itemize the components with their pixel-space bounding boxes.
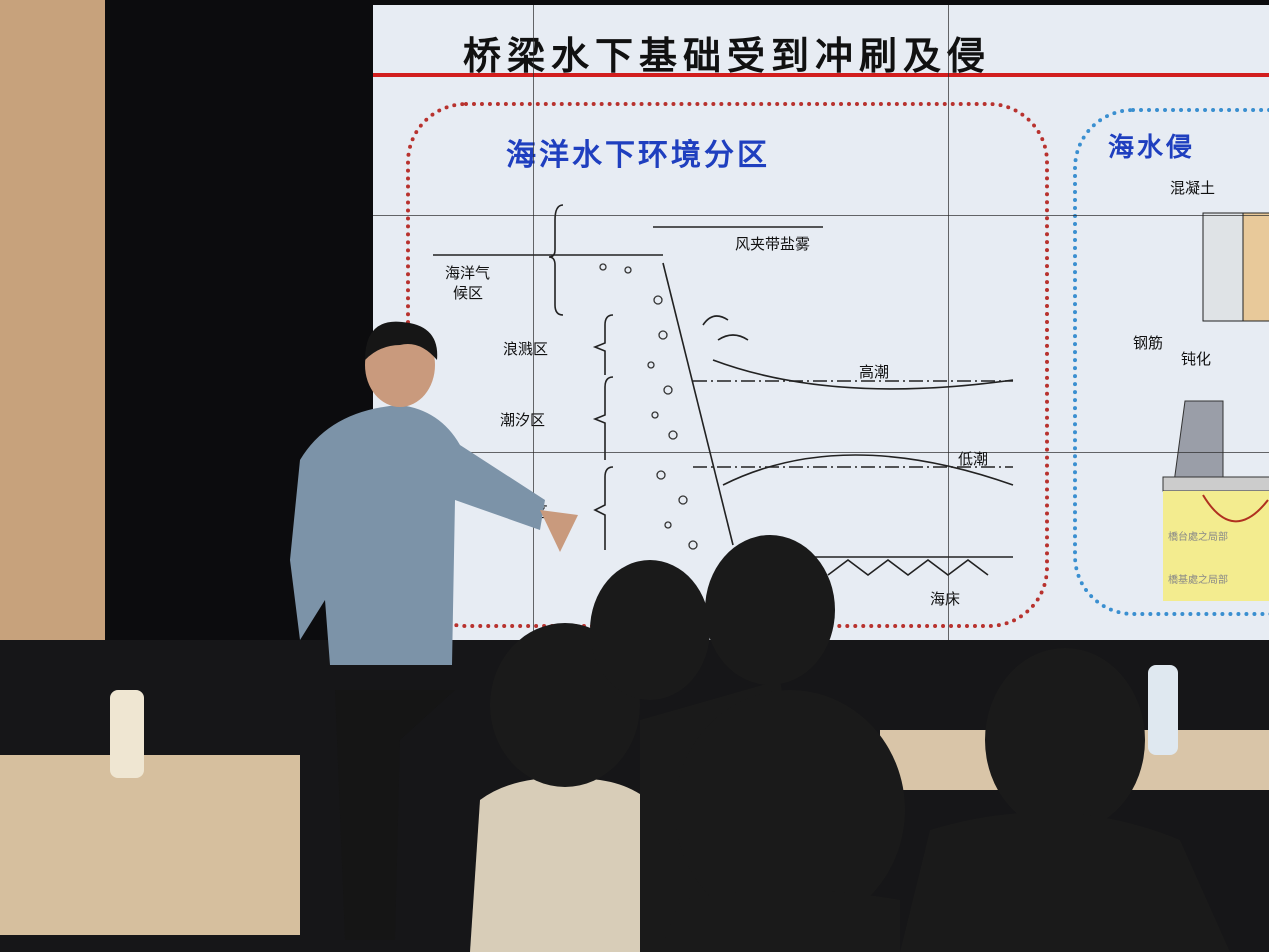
label-low-tide: 低潮 bbox=[958, 450, 989, 468]
ocean-zone-diagram bbox=[433, 204, 1269, 601]
projection-screen: 桥梁水下基础受到冲刷及侵 海洋水下环境分区 bbox=[373, 5, 1269, 655]
label-seabed: 海床 bbox=[930, 590, 961, 608]
label-splash-zone: 浪溅区 bbox=[503, 340, 549, 358]
water-bottle bbox=[110, 690, 144, 778]
label-marine-climate-2: 候区 bbox=[453, 284, 484, 302]
seawater-erosion-heading: 海水侵 bbox=[1108, 133, 1196, 163]
label-rebar: 钢筋 bbox=[1133, 334, 1164, 352]
label-pier-note: 橋基處之局部 bbox=[1168, 575, 1228, 586]
label-concrete: 混凝土 bbox=[1170, 179, 1216, 197]
audience bbox=[470, 535, 1230, 952]
presenter bbox=[290, 321, 578, 940]
label-abutment-note: 橋台處之局部 bbox=[1168, 532, 1228, 543]
title-underline bbox=[373, 73, 1269, 77]
label-high-tide: 高潮 bbox=[859, 363, 890, 381]
ocean-zone-heading: 海洋水下环境分区 bbox=[506, 138, 770, 173]
label-marine-climate-1: 海洋气 bbox=[445, 264, 491, 282]
slide-title: 桥梁水下基础受到冲刷及侵 bbox=[463, 33, 992, 78]
label-salt-spray: 风夹带盐雾 bbox=[735, 235, 811, 253]
water-bottle bbox=[1148, 665, 1178, 755]
desk-left bbox=[0, 755, 300, 935]
seawater-erosion-panel bbox=[1073, 108, 1269, 616]
label-passivation: 钝化 bbox=[1181, 350, 1212, 368]
